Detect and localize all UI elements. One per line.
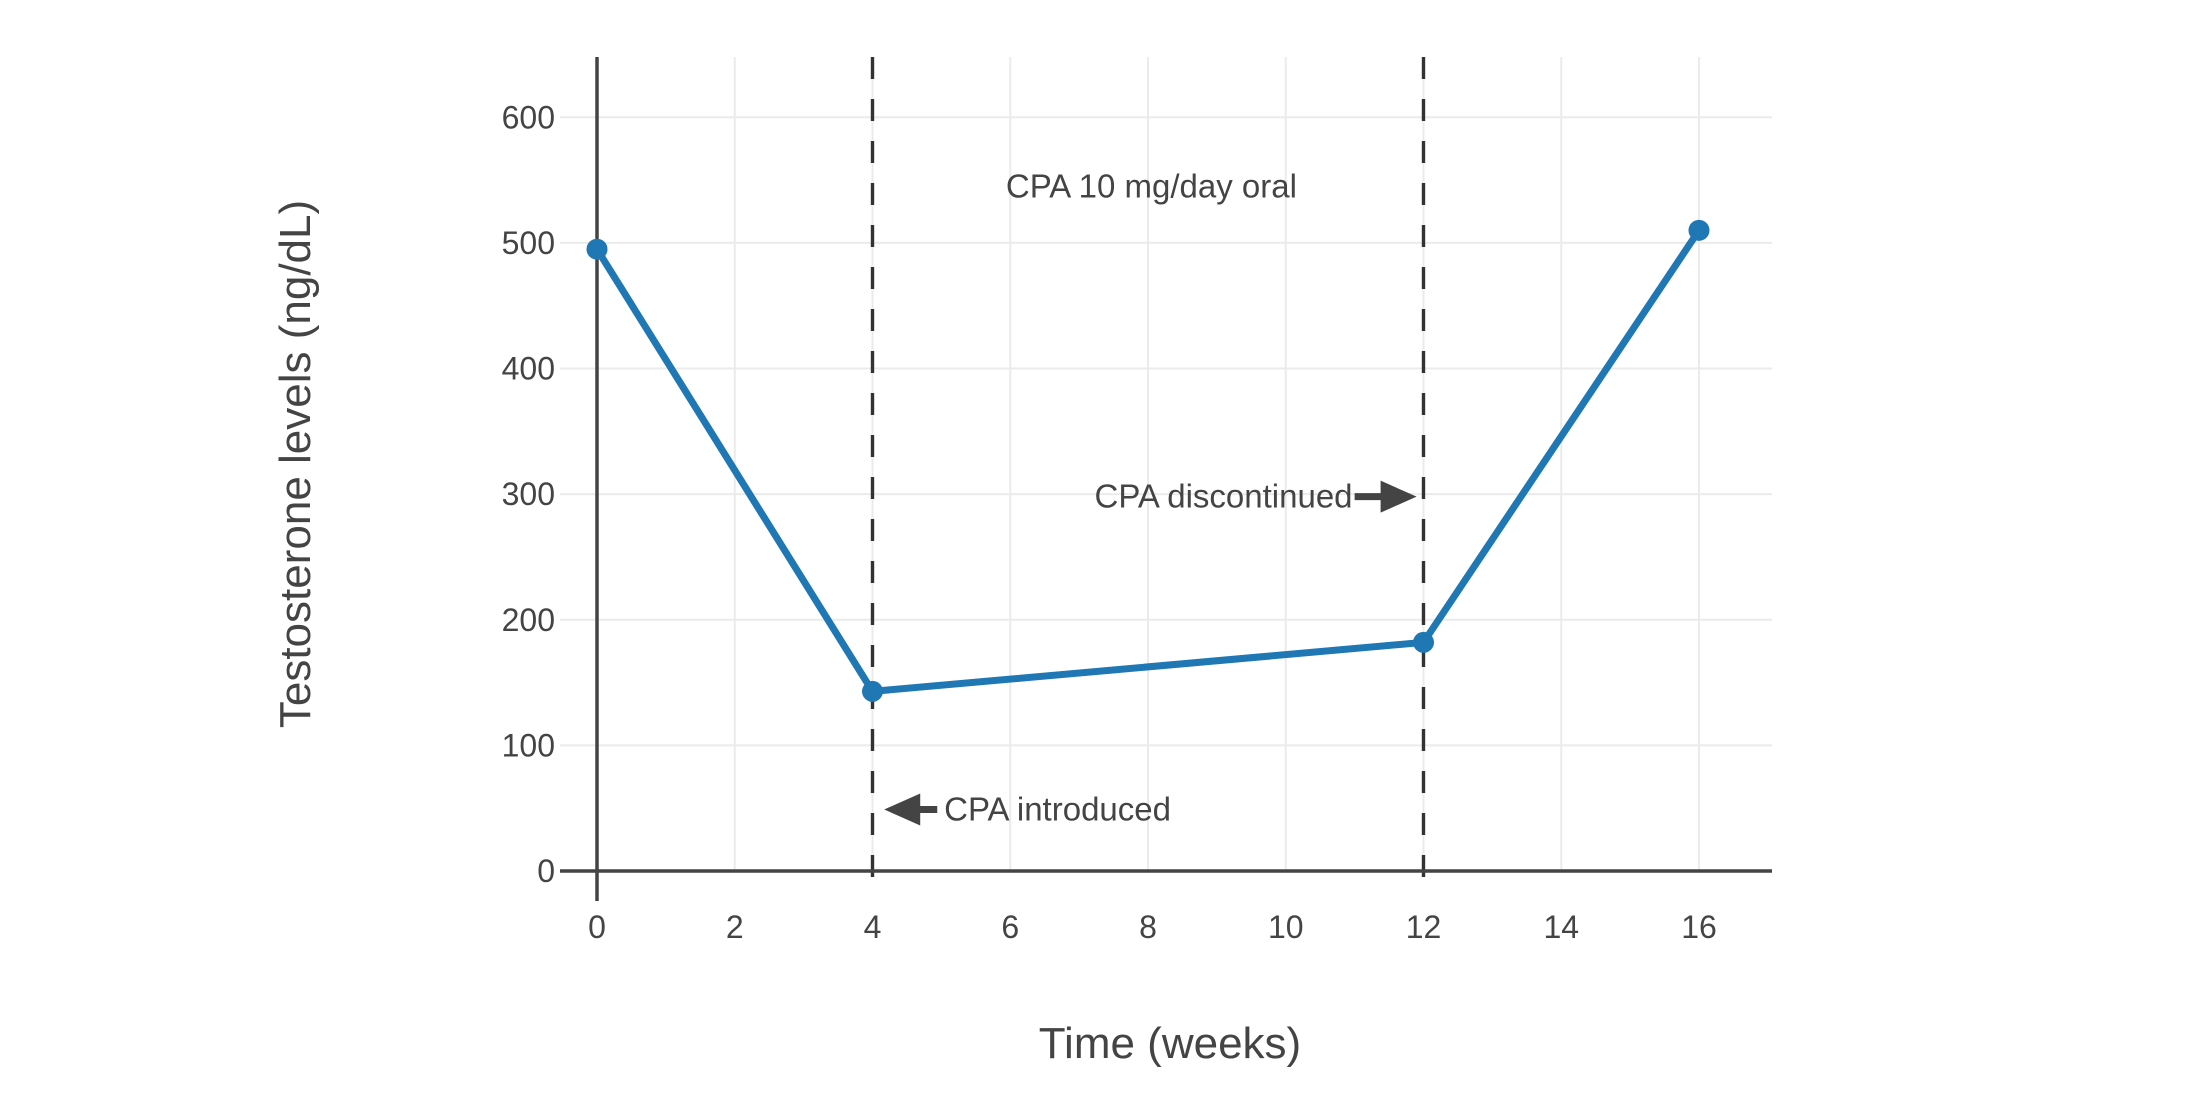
x-tick-label: 10 [1268, 909, 1304, 945]
y-tick-label: 600 [502, 99, 555, 135]
x-tick-label: 0 [588, 909, 606, 945]
y-axis-title: Testosterone levels (ng/dL) [271, 200, 320, 728]
x-tick-label: 12 [1406, 909, 1442, 945]
right-arrow-head [1380, 480, 1417, 513]
cpa-discontinued-label: CPA discontinued [1094, 478, 1352, 515]
y-tick-label: 300 [502, 476, 555, 512]
data-point [1412, 631, 1434, 653]
data-point [1688, 219, 1710, 241]
y-tick-label: 0 [537, 853, 555, 889]
x-tick-label: 2 [726, 909, 744, 945]
y-tick-label: 500 [502, 225, 555, 261]
data-point [586, 238, 608, 260]
x-tick-label: 14 [1543, 909, 1579, 945]
left-arrow-head [884, 793, 921, 826]
x-axis-title: Time (weeks) [1039, 1019, 1301, 1068]
x-tick-label: 8 [1139, 909, 1157, 945]
x-tick-label: 6 [1001, 909, 1019, 945]
y-tick-label: 100 [502, 727, 555, 763]
x-tick-label: 16 [1681, 909, 1717, 945]
drug-period-label: CPA 10 mg/day oral [1006, 167, 1297, 204]
data-line [593, 226, 1703, 695]
y-tick-label: 200 [502, 602, 555, 638]
data-point [861, 680, 883, 702]
y-tick-label: 400 [502, 351, 555, 387]
cpa-introduced-label: CPA introduced [944, 790, 1171, 827]
x-tick-label: 4 [864, 909, 882, 945]
